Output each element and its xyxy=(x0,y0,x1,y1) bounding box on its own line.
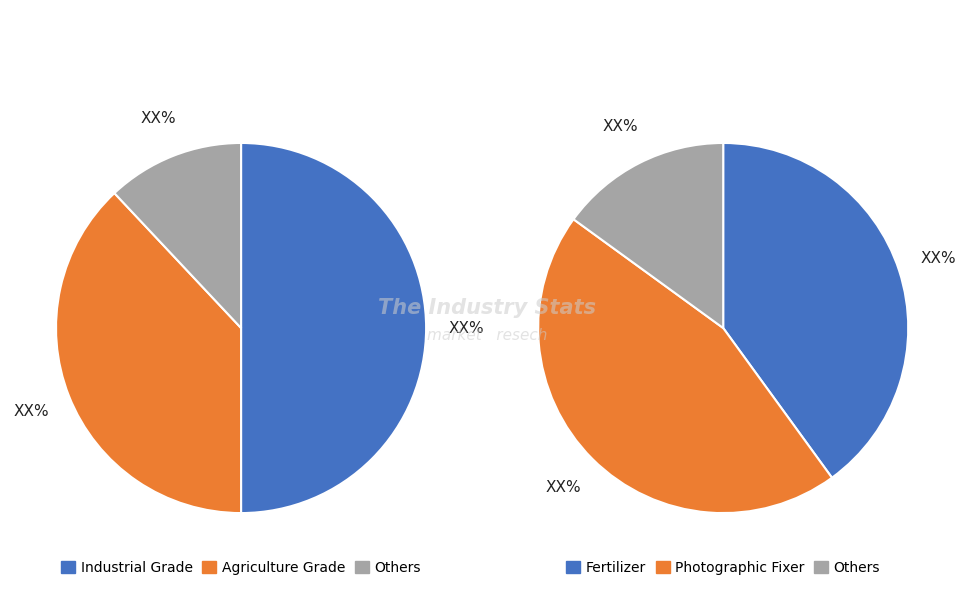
Text: The Industry Stats: The Industry Stats xyxy=(378,298,596,318)
Wedge shape xyxy=(539,219,832,513)
Text: XX%: XX% xyxy=(14,403,49,419)
Wedge shape xyxy=(723,143,908,478)
Text: XX%: XX% xyxy=(920,251,955,265)
Wedge shape xyxy=(56,193,242,513)
Text: Email: sales@theindustrystats.com: Email: sales@theindustrystats.com xyxy=(364,585,610,598)
Wedge shape xyxy=(241,143,426,513)
Text: Fig. Global Solid Ammonium Thiosulfate Sales & Revenue Market Share by Product T: Fig. Global Solid Ammonium Thiosulfate S… xyxy=(12,16,938,59)
Wedge shape xyxy=(114,143,242,328)
Text: Website: www.theindustrystats.com: Website: www.theindustrystats.com xyxy=(700,585,955,598)
Wedge shape xyxy=(574,143,724,328)
Text: XX%: XX% xyxy=(140,111,175,126)
Text: XX%: XX% xyxy=(603,120,639,134)
Text: market   resech: market resech xyxy=(427,328,547,343)
Text: Source: Theindustrystats Analysis: Source: Theindustrystats Analysis xyxy=(19,585,259,598)
Legend: Industrial Grade, Agriculture Grade, Others: Industrial Grade, Agriculture Grade, Oth… xyxy=(56,555,427,580)
Legend: Fertilizer, Photographic Fixer, Others: Fertilizer, Photographic Fixer, Others xyxy=(561,555,885,580)
Text: XX%: XX% xyxy=(545,480,581,495)
Text: XX%: XX% xyxy=(449,320,485,336)
